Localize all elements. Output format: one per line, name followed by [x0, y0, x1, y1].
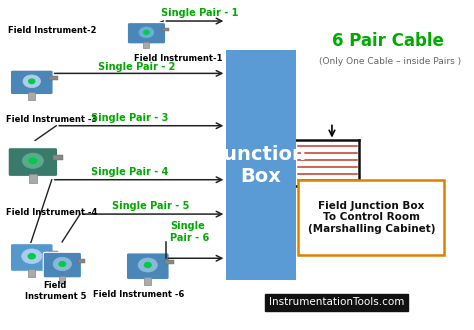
Circle shape	[22, 153, 44, 168]
FancyBboxPatch shape	[54, 155, 63, 159]
Text: Field Instrument-2: Field Instrument-2	[8, 26, 97, 35]
Text: Single Pair - 1: Single Pair - 1	[161, 8, 238, 18]
FancyBboxPatch shape	[78, 259, 85, 263]
Circle shape	[138, 258, 157, 272]
FancyBboxPatch shape	[43, 252, 82, 278]
Text: 6 Pair Cable: 6 Pair Cable	[332, 32, 444, 50]
Circle shape	[139, 27, 154, 38]
Circle shape	[28, 254, 35, 259]
Circle shape	[22, 249, 42, 264]
Text: Field Instrument -3: Field Instrument -3	[6, 115, 97, 124]
FancyBboxPatch shape	[59, 276, 65, 283]
Text: Field Junction Box
To Control Room
(Marshalling Cabinet): Field Junction Box To Control Room (Mars…	[308, 201, 435, 234]
FancyBboxPatch shape	[49, 76, 57, 80]
FancyBboxPatch shape	[144, 42, 149, 48]
Circle shape	[29, 79, 35, 83]
Text: InstrumentationTools.com: InstrumentationTools.com	[269, 297, 404, 308]
Text: Field Instrument -6: Field Instrument -6	[93, 290, 184, 299]
Text: Junction
Box: Junction Box	[216, 145, 306, 185]
FancyBboxPatch shape	[49, 250, 57, 255]
Circle shape	[23, 75, 40, 88]
FancyBboxPatch shape	[145, 277, 151, 285]
Text: Single Pair - 2: Single Pair - 2	[98, 62, 175, 72]
Text: Single Pair - 4: Single Pair - 4	[91, 167, 169, 177]
Text: Single
Pair - 6: Single Pair - 6	[170, 221, 210, 243]
FancyBboxPatch shape	[28, 92, 35, 100]
FancyBboxPatch shape	[29, 174, 37, 183]
Text: Field Instrument-1: Field Instrument-1	[134, 54, 223, 63]
FancyBboxPatch shape	[128, 22, 165, 44]
Text: Field Instrument -4: Field Instrument -4	[6, 208, 97, 217]
FancyBboxPatch shape	[226, 50, 296, 280]
Circle shape	[29, 158, 36, 163]
FancyBboxPatch shape	[165, 259, 173, 264]
Circle shape	[59, 262, 65, 266]
FancyBboxPatch shape	[127, 253, 169, 280]
FancyBboxPatch shape	[8, 148, 58, 177]
FancyBboxPatch shape	[162, 28, 169, 31]
Circle shape	[144, 30, 149, 34]
Circle shape	[53, 257, 72, 271]
Text: (Only One Cable – inside Pairs ): (Only One Cable – inside Pairs )	[319, 57, 462, 66]
Text: Single Pair - 3: Single Pair - 3	[91, 113, 169, 122]
FancyBboxPatch shape	[298, 180, 445, 255]
Circle shape	[145, 263, 151, 268]
FancyBboxPatch shape	[10, 70, 53, 95]
Text: Field
Instrument 5: Field Instrument 5	[25, 281, 86, 301]
FancyBboxPatch shape	[10, 244, 53, 271]
FancyBboxPatch shape	[28, 269, 35, 277]
Text: Single Pair - 5: Single Pair - 5	[111, 201, 189, 211]
